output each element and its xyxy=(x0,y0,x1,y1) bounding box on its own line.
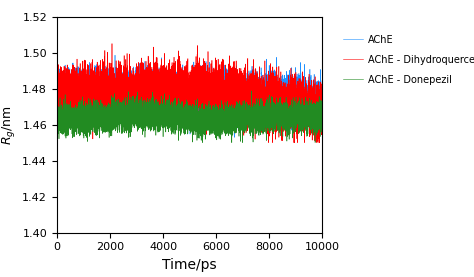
AChE - Donepezil xyxy=(54,128,60,131)
AChE xyxy=(70,101,75,105)
AChE - Donepezil xyxy=(65,125,71,128)
AChE - Dihydroquercetin xyxy=(184,107,190,110)
AChE xyxy=(319,87,325,91)
AChE xyxy=(65,97,71,100)
AChE - Dihydroquercetin xyxy=(65,75,71,78)
Legend: AChE, AChE - Dihydroquercetin, AChE - Donepezil: AChE, AChE - Dihydroquercetin, AChE - Do… xyxy=(340,32,474,88)
AChE - Dihydroquercetin xyxy=(55,82,61,85)
AChE - Dihydroquercetin xyxy=(106,88,112,92)
AChE xyxy=(184,92,190,96)
AChE xyxy=(305,89,311,93)
AChE xyxy=(55,96,61,99)
AChE - Dihydroquercetin xyxy=(70,100,75,103)
AChE xyxy=(106,89,112,92)
AChE - Donepezil xyxy=(200,141,205,144)
AChE - Donepezil xyxy=(319,117,325,121)
AChE - Donepezil xyxy=(249,89,255,93)
Line: AChE: AChE xyxy=(57,55,322,137)
AChE - Dihydroquercetin xyxy=(305,118,311,121)
AChE - Donepezil xyxy=(305,120,311,123)
AChE - Donepezil xyxy=(184,127,190,131)
Y-axis label: $R_g$/nm: $R_g$/nm xyxy=(0,105,17,145)
AChE xyxy=(54,79,60,82)
X-axis label: Time/ps: Time/ps xyxy=(162,258,217,272)
AChE xyxy=(112,53,118,57)
AChE xyxy=(232,136,237,139)
AChE - Dihydroquercetin xyxy=(265,141,271,144)
AChE - Donepezil xyxy=(55,111,61,114)
Line: AChE - Donepezil: AChE - Donepezil xyxy=(57,91,322,143)
AChE - Dihydroquercetin xyxy=(54,78,60,81)
AChE - Donepezil xyxy=(106,109,112,112)
AChE - Donepezil xyxy=(70,116,75,119)
Line: AChE - Dihydroquercetin: AChE - Dihydroquercetin xyxy=(57,44,322,143)
AChE - Dihydroquercetin xyxy=(319,122,325,125)
AChE - Dihydroquercetin xyxy=(109,42,115,45)
